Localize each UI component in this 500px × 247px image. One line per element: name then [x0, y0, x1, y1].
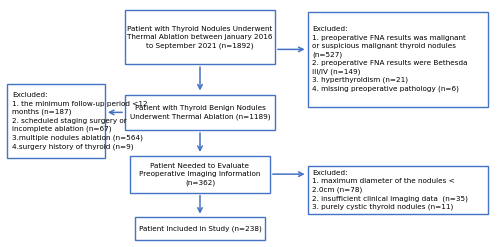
FancyBboxPatch shape — [130, 156, 270, 193]
FancyBboxPatch shape — [125, 95, 275, 130]
FancyBboxPatch shape — [7, 84, 105, 158]
Text: Excluded:
1. the minimum follow-up period <12
months (n=187)
2. scheduled stagin: Excluded: 1. the minimum follow-up perio… — [12, 92, 148, 150]
Text: Patient with Thyroid Nodules Underwent
Thermal Ablation between January 2016
to : Patient with Thyroid Nodules Underwent T… — [127, 25, 273, 49]
Text: Excluded:
1. maximum diameter of the nodules <
2.0cm (n=78)
2. insufficient clin: Excluded: 1. maximum diameter of the nod… — [312, 170, 468, 210]
FancyBboxPatch shape — [125, 10, 275, 64]
Text: Patient with Thyroid Benign Nodules
Underwent Thermal Ablation (n=1189): Patient with Thyroid Benign Nodules Unde… — [130, 105, 270, 120]
Text: Patient Included in Study (n=238): Patient Included in Study (n=238) — [138, 225, 262, 232]
FancyBboxPatch shape — [135, 217, 265, 240]
Text: Excluded:
1. preoperative FNA results was malignant
or suspicious malignant thyr: Excluded: 1. preoperative FNA results wa… — [312, 26, 468, 92]
FancyBboxPatch shape — [308, 166, 488, 214]
Text: Patient Needed to Evaluate
Preoperative Imaging Information
(n=362): Patient Needed to Evaluate Preoperative … — [140, 163, 260, 186]
FancyBboxPatch shape — [308, 12, 488, 107]
